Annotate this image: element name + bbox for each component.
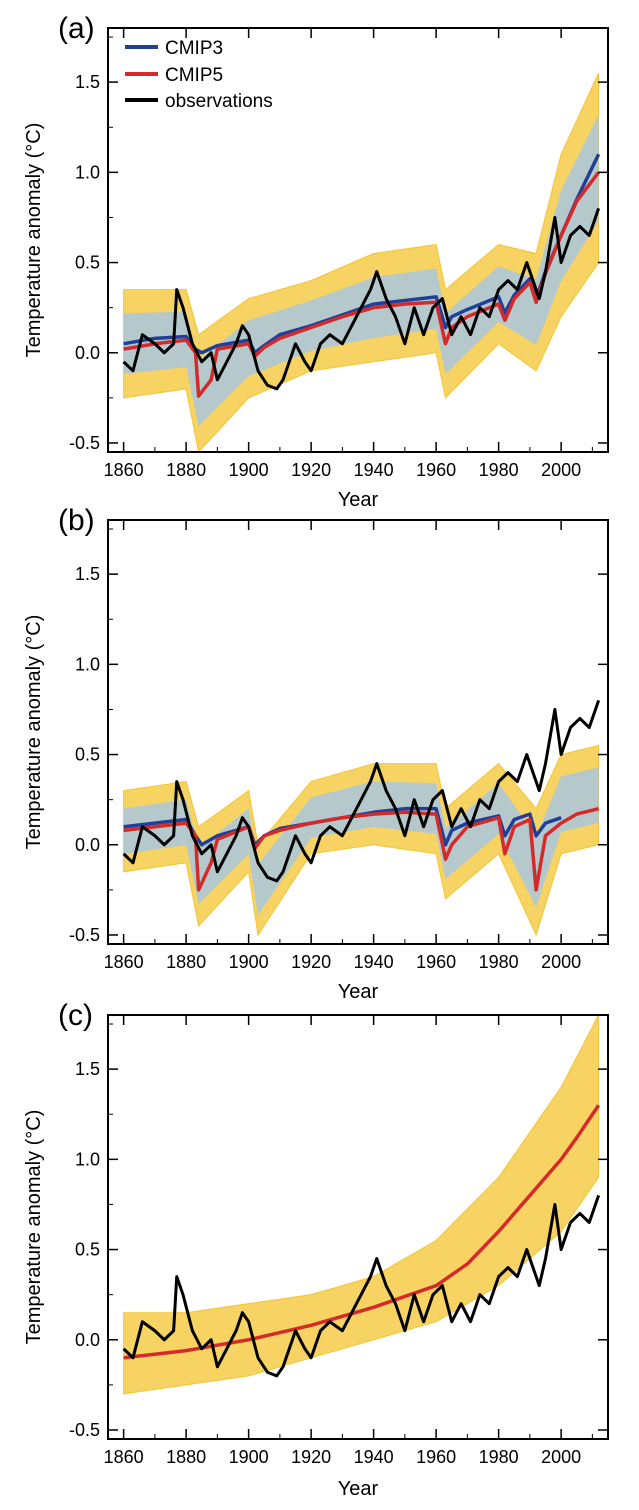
x-tick-label: 2000: [541, 460, 581, 480]
x-tick-label: 1880: [166, 1447, 206, 1467]
x-tick-label: 1900: [229, 460, 269, 480]
panel-b-xticks: 1860 1880 1900 1920 1940 1960 1980 2000: [104, 520, 593, 972]
panel-b-lines: [122, 699, 601, 892]
legend-label-cmip5: CMIP5: [165, 65, 223, 86]
y-tick-label: 1.5: [75, 1059, 100, 1079]
panel-b-xlabel: Year: [338, 981, 379, 1003]
y-tick-label: 0.0: [75, 1330, 100, 1350]
series-line-observations: [122, 207, 601, 391]
x-tick-label: 1980: [479, 460, 519, 480]
y-tick-label: 1.5: [75, 72, 100, 92]
y-tick-label: 1.5: [75, 564, 100, 584]
panel-b-frame: [107, 519, 609, 945]
panel-c-xlabel: Year: [338, 1478, 379, 1500]
x-tick-label: 1940: [354, 952, 394, 972]
y-tick-label: 0.0: [75, 343, 100, 363]
y-tick-label: 0.5: [75, 1240, 100, 1260]
x-tick-label: 1940: [354, 460, 394, 480]
ensemble-band-cmip3: [123, 767, 599, 916]
panel-c-xticks: 1860 1880 1900 1920 1940 1960 1980 2000: [104, 1015, 593, 1467]
series-line-cmip5: [123, 1104, 601, 1360]
y-tick-label: -0.5: [69, 433, 100, 453]
panel-a-yticks: -0.5 0.0 0.5 1.0 1.5: [69, 36, 608, 453]
panel-a-xlabel: Year: [338, 489, 379, 511]
x-tick-label: 2000: [541, 952, 581, 972]
panel-b-ylabel: Temperature anomaly (°C): [23, 615, 45, 850]
panel-c-bands: [123, 1015, 600, 1395]
panel-b: 1860 1880 1900 1920 1940 1960 1980 2000 -0.5 0.0…: [23, 504, 609, 1003]
x-tick-label: 2000: [541, 1447, 581, 1467]
panel-b-label: (b): [58, 504, 95, 537]
panel-c-yticks: -0.5 0.0 0.5 1.0 1.5: [69, 1023, 608, 1440]
x-tick-label: 1920: [291, 1447, 331, 1467]
x-tick-label: 1960: [416, 1447, 456, 1467]
legend: CMIP3 CMIP5 observations: [125, 38, 273, 112]
panel-a-ylabel: Temperature anomaly (°C): [23, 123, 45, 358]
panel-c: 1860 1880 1900 1920 1940 1960 1980 2000 -0.5 0.0…: [23, 999, 609, 1500]
series-line-cmip3: [123, 806, 562, 847]
x-tick-label: 1940: [354, 1447, 394, 1467]
x-tick-label: 1860: [104, 460, 144, 480]
x-tick-label: 1960: [416, 460, 456, 480]
panel-a: 1860 1880 1900 1920 1940 1960 1980 2000 -0.5 0.0…: [23, 12, 609, 511]
legend-label-observations: observations: [165, 91, 273, 112]
panel-a-label: (a): [58, 12, 95, 45]
panel-b-yticks: -0.5 0.0 0.5 1.0 1.5: [69, 528, 608, 945]
y-tick-label: -0.5: [69, 925, 100, 945]
y-tick-label: 1.0: [75, 654, 100, 674]
panel-a-frame: [107, 27, 609, 453]
x-tick-label: 1920: [291, 952, 331, 972]
y-tick-label: 0.0: [75, 835, 100, 855]
panel-a-xticks: 1860 1880 1900 1920 1940 1960 1980 2000: [104, 28, 593, 480]
series-line-observations: [122, 1194, 601, 1378]
x-tick-label: 1860: [104, 952, 144, 972]
x-tick-label: 1920: [291, 460, 331, 480]
x-tick-label: 1880: [166, 952, 206, 972]
x-tick-label: 1960: [416, 952, 456, 972]
y-tick-label: 1.0: [75, 162, 100, 182]
x-tick-label: 1880: [166, 460, 206, 480]
series-line-cmip5: [123, 806, 600, 892]
x-tick-label: 1900: [229, 1447, 269, 1467]
ensemble-band-cmip5: [123, 1015, 600, 1395]
x-tick-label: 1900: [229, 952, 269, 972]
y-tick-label: 0.5: [75, 745, 100, 765]
ensemble-band-cmip3: [123, 114, 599, 427]
x-tick-label: 1980: [479, 1447, 519, 1467]
x-tick-label: 1860: [104, 1447, 144, 1467]
series-line-observations: [122, 699, 601, 883]
y-tick-label: 1.0: [75, 1149, 100, 1169]
legend-label-cmip3: CMIP3: [165, 38, 223, 59]
panel-c-label: (c): [58, 999, 93, 1032]
y-tick-label: -0.5: [69, 1420, 100, 1440]
panel-c-lines: [122, 1104, 601, 1378]
panel-c-frame: [107, 1014, 609, 1440]
y-tick-label: 0.5: [75, 253, 100, 273]
x-tick-label: 1980: [479, 952, 519, 972]
panel-a-lines: [122, 153, 601, 398]
panel-c-ylabel: Temperature anomaly (°C): [23, 1110, 45, 1345]
